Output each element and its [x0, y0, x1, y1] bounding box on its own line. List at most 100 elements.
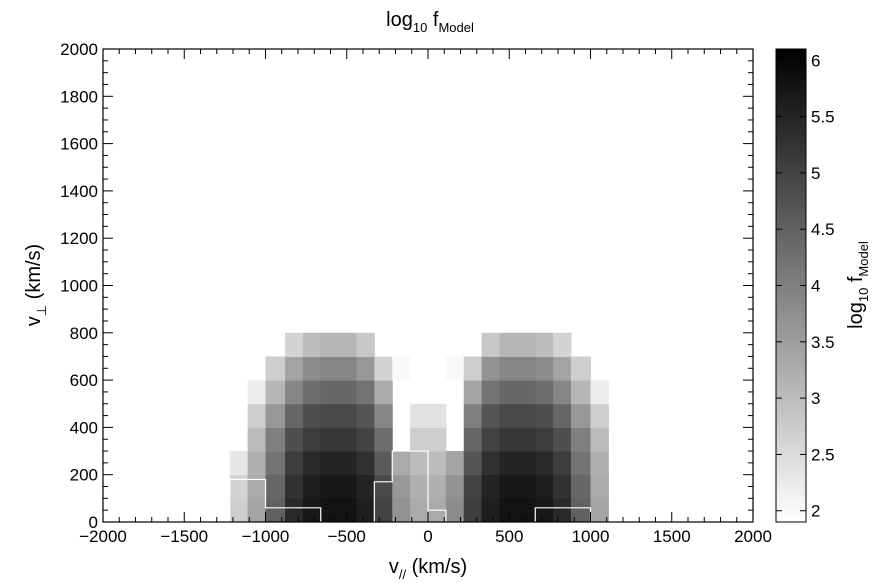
heatmap-cell [374, 403, 393, 428]
y-tick-label: 1600 [60, 135, 98, 154]
heatmap-cell [356, 451, 375, 476]
heatmap-cell [302, 403, 322, 428]
x-axis-label: v// (km/s) [389, 556, 467, 582]
x-tick-label: −500 [328, 527, 366, 546]
heatmap-cell [285, 356, 304, 381]
heatmap-cell [374, 356, 393, 381]
heatmap-cell [265, 427, 286, 452]
colorbar-axis: 2 2.5 3 3.5 4 4.5 5 5.5 6 [776, 51, 835, 521]
y-tick-label: 800 [70, 324, 98, 343]
heatmap-cell [553, 451, 572, 476]
heatmap-cell [410, 498, 429, 523]
heatmap-cell [590, 427, 609, 452]
heatmap-cell [356, 498, 375, 523]
colorbar-tick-label: 2.5 [811, 445, 835, 464]
heatmap-cell [338, 332, 357, 357]
heatmap-cell [338, 356, 357, 381]
colorbar-label: log10 fModel [845, 241, 871, 329]
heatmap-cell [265, 380, 286, 405]
x-tick-label: 500 [495, 527, 523, 546]
x-tick-label: 1500 [653, 527, 691, 546]
heatmap-cell [553, 380, 572, 405]
x-tick-label: −1500 [160, 527, 208, 546]
heatmap-cell [445, 498, 465, 523]
heatmap-cell [356, 380, 375, 405]
heatmap-cell [302, 356, 322, 381]
heatmap-cell [392, 474, 411, 499]
heatmap-cell [247, 403, 266, 428]
heatmap-cell [356, 332, 375, 357]
heatmap-cell [410, 474, 429, 499]
heatmap-cell [553, 427, 572, 452]
heatmap-cell [499, 427, 518, 452]
heatmap-cell [590, 403, 609, 428]
heatmap-cell [374, 474, 393, 499]
y-tick-label: 400 [70, 418, 98, 437]
heatmap-cell [356, 474, 375, 499]
x-tick-label: 1000 [572, 527, 610, 546]
heatmap-cell [463, 380, 483, 405]
heatmap-cell [285, 380, 304, 405]
heatmap-cell [517, 474, 536, 499]
colorbar-tick-label: 4 [811, 277, 820, 296]
heatmap-cell [338, 380, 357, 405]
heatmap-cell [285, 451, 304, 476]
y-tick-label: 200 [70, 466, 98, 485]
heatmap-cell [590, 474, 609, 499]
heatmap-cell [302, 474, 322, 499]
heatmap-cell [320, 403, 340, 428]
y-tick-label: 1000 [60, 277, 98, 296]
heatmap-cell [392, 356, 411, 381]
heatmap-cell [590, 451, 609, 476]
heatmap-cell [285, 474, 304, 499]
heatmap-cell [463, 403, 483, 428]
heatmap-cell [320, 474, 340, 499]
heatmap-cell [338, 427, 357, 452]
heatmap-cell [338, 498, 357, 523]
contour-line [229, 478, 322, 522]
heatmap-cell [517, 332, 536, 357]
heatmap-cell [445, 451, 465, 476]
heatmap-cell [247, 380, 266, 405]
heatmap-cell [481, 380, 500, 405]
y-axis-label: v⊥ (km/s) [23, 244, 49, 326]
heatmap-cell [535, 356, 554, 381]
heatmap-cell [285, 332, 304, 357]
heatmap-cell [463, 474, 483, 499]
heatmap-cell [590, 380, 609, 405]
heatmap-cell [229, 474, 249, 499]
heatmap-cell [320, 498, 340, 523]
heatmap-cell [553, 474, 572, 499]
heatmap-cell [535, 498, 554, 523]
y-tick-label: 600 [70, 371, 98, 390]
heatmap-cell [247, 451, 266, 476]
heatmap-cell [302, 451, 322, 476]
heatmap-cell [553, 498, 572, 523]
x-axis: −2000 −1500 −1000 −500 0 500 1000 1500 2000 [79, 49, 772, 546]
heatmap-cell [481, 498, 500, 523]
heatmap-cell [535, 403, 554, 428]
heatmap-cell [320, 332, 340, 357]
heatmap-cell [535, 332, 554, 357]
colorbar-tick-label: 5.5 [811, 108, 835, 127]
heatmap-cell [410, 403, 429, 428]
heatmap-cell [517, 380, 536, 405]
contour-line [373, 450, 447, 522]
x-tick-label: −2000 [79, 527, 127, 546]
heatmap-cell [392, 498, 411, 523]
heatmap-cell [374, 380, 393, 405]
heatmap-cell [320, 380, 340, 405]
heatmap-cell [265, 474, 286, 499]
heatmap-cell [410, 451, 429, 476]
heatmap-cell [374, 498, 393, 523]
heatmap-cell [571, 474, 591, 499]
heatmap-cell [499, 380, 518, 405]
colorbar-tick-label: 3.5 [811, 333, 835, 352]
heatmap-cell [499, 332, 518, 357]
y-tick-label: 2000 [60, 40, 98, 59]
colorbar-tick-label: 5 [811, 164, 820, 183]
heatmap-cell [285, 498, 304, 523]
heatmap-cell [302, 498, 322, 523]
y-tick-label: 1800 [60, 87, 98, 106]
